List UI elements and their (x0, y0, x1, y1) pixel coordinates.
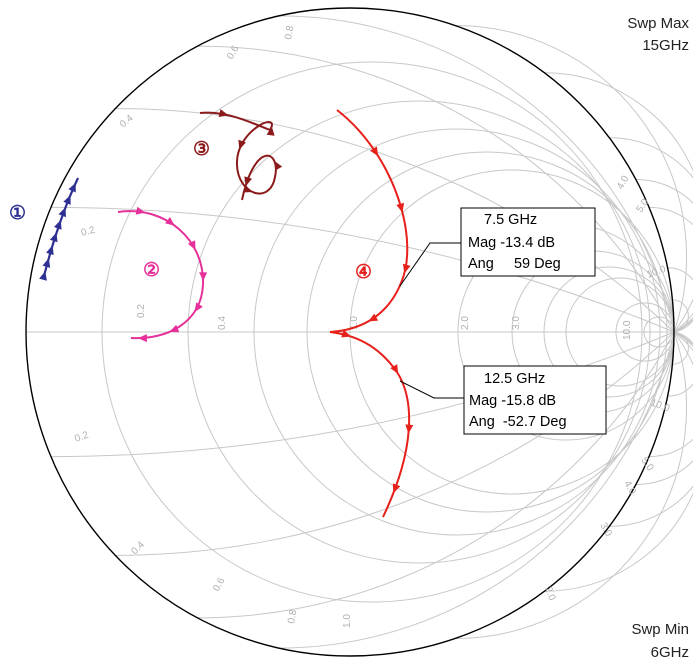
trace-3 (199, 111, 277, 201)
trace-label-4: ④ (355, 261, 372, 283)
reactance-arc-3-neg (609, 331, 693, 527)
tick-label-x-0.8-bottom: 0.8 (286, 608, 299, 624)
reactance-arc-0.6-pos (197, 45, 675, 333)
reactance-arc-2-pos (544, 72, 693, 333)
reactance-arc-0.6-neg (197, 331, 675, 619)
trace-3-arrow-6 (244, 176, 253, 187)
tick-label-r-10.0: 10.0 (622, 320, 633, 340)
marker-2-freq: 12.5 GHz (484, 371, 545, 387)
tick-label-x-2.0-bottom: 2.0 (542, 585, 557, 602)
trace-4 (329, 109, 411, 518)
trace-4-arrow-5 (341, 329, 351, 338)
trace-1-arrow-4 (49, 232, 58, 243)
tick-label-r-1.0: 1.0 (349, 316, 360, 330)
trace-4-arrow-6 (390, 364, 399, 374)
tick-label-r-0.2: 0.2 (136, 304, 147, 318)
reactance-arc-0.8-pos (278, 15, 675, 333)
reactance-arc-0.4-neg (115, 331, 675, 556)
tick-label-x-5.0-bottom: 5.0 (639, 455, 656, 473)
sweep-max-value: 15GHz (642, 37, 689, 54)
trace-3-arrow-5 (274, 160, 283, 171)
trace-2 (117, 210, 205, 340)
marker-box-1 (460, 207, 596, 277)
reactance-arc-0.2-pos (50, 206, 675, 333)
sweep-min-label: Swp Min (631, 621, 689, 638)
trace-3-arrow-1 (218, 109, 229, 117)
marker-2-ang: Ang -52.7 Deg (469, 414, 567, 430)
tick-label-x-0.2-bottom: 0.2 (73, 430, 90, 445)
trace-3-arrow-3 (238, 139, 246, 150)
reactance-arc-5-pos (649, 206, 693, 333)
trace-4-arrow-8 (392, 483, 401, 494)
trace-label-3: ③ (193, 138, 210, 160)
marker-box-7-5ghz: 7.5 GHz Mag -13.4 dB Ang 59 Deg (399, 207, 596, 287)
reactance-arc-4-pos (635, 179, 693, 333)
tick-label-r-2.0: 2.0 (460, 316, 471, 330)
sweep-max-label: Swp Max (627, 15, 689, 32)
chart-boundary (25, 7, 675, 657)
tick-label-r-0.4: 0.4 (217, 316, 228, 330)
trace-4-arrow-2 (396, 202, 405, 213)
trace-1-arrow-2 (42, 258, 51, 268)
trace-4-arrow-4 (368, 313, 379, 322)
reactance-arc-10-pos (667, 267, 693, 333)
trace-3-arrow-2 (266, 126, 275, 136)
marker-box-2 (463, 365, 607, 435)
smith-grid (26, 7, 693, 657)
marker-leader-2 (399, 380, 464, 399)
reactance-arc-5-neg (649, 331, 693, 458)
trace-2-arrow-3 (187, 240, 196, 251)
trace-label-1: ① (9, 202, 26, 224)
marker-1-ang: Ang 59 Deg (468, 256, 561, 272)
reactance-arc-1.4-neg (455, 331, 688, 639)
trace-1-arrow-6 (58, 207, 66, 218)
tick-label-x-0.6-bottom: 0.6 (211, 576, 228, 594)
trace-arrows (39, 109, 414, 494)
reactance-arc-3-pos (609, 137, 693, 333)
tick-label-x-0.4-top: 0.4 (118, 113, 136, 131)
tick-label-x-5.0-top: 5.0 (634, 197, 651, 215)
tick-label-x-4.0-bottom: 4.0 (621, 479, 638, 497)
trace-2-arrow-4 (199, 272, 208, 282)
trace-4-arrow-1 (370, 146, 379, 157)
trace-2-arrow-6 (169, 324, 180, 333)
trace-4-arrow-7 (405, 424, 414, 434)
reactance-arc-10-neg (667, 331, 693, 397)
trace-1-arrow-7 (63, 195, 71, 205)
tick-label-r-3.0: 3.0 (511, 316, 522, 330)
marker-box-12-5ghz: 12.5 GHz Mag -15.8 dB Ang -52.7 Deg (399, 365, 607, 435)
trace-2-arrow-5 (194, 302, 203, 312)
trace-1-arrow-5 (54, 219, 62, 230)
trace-1-arrow-3 (46, 245, 54, 256)
tick-label-x-0.2-top: 0.2 (80, 225, 97, 239)
reactance-arc-4-neg (635, 331, 693, 485)
reactance-arc-20-pos (672, 299, 689, 333)
tick-label-x-4.0-top: 4.0 (615, 174, 632, 192)
trace-2-arrow-7 (137, 334, 147, 343)
marker-2-mag: Mag -15.8 dB (469, 393, 556, 409)
reactance-arc-2-neg (544, 331, 693, 592)
reactance-arc-0.8-neg (278, 331, 675, 649)
trace-1-arrow-1 (39, 271, 47, 281)
reactance-arc-20-neg (672, 331, 689, 365)
tick-label-x-1.0-bottom: 1.0 (342, 614, 353, 628)
trace-2-arrow-1 (135, 206, 146, 215)
marker-1-freq: 7.5 GHz (484, 212, 537, 228)
trace-1-arrow-8 (68, 182, 76, 193)
tick-label-x-0.8-top: 0.8 (283, 24, 296, 40)
reactance-arc-1.4-pos (455, 25, 688, 333)
tick-label-x-0.6-top: 0.6 (225, 44, 242, 62)
sweep-min-value: 6GHz (651, 644, 689, 661)
marker-1-mag: Mag -13.4 dB (468, 235, 555, 251)
trace-4-arrow-3 (402, 263, 411, 274)
reactance-arc-0.2-neg (50, 331, 675, 458)
trace-2-arrow-2 (165, 216, 175, 226)
trace-3-arrow-4 (242, 185, 253, 193)
marker-leader-1 (399, 242, 461, 287)
trace-label-2: ② (143, 259, 160, 281)
